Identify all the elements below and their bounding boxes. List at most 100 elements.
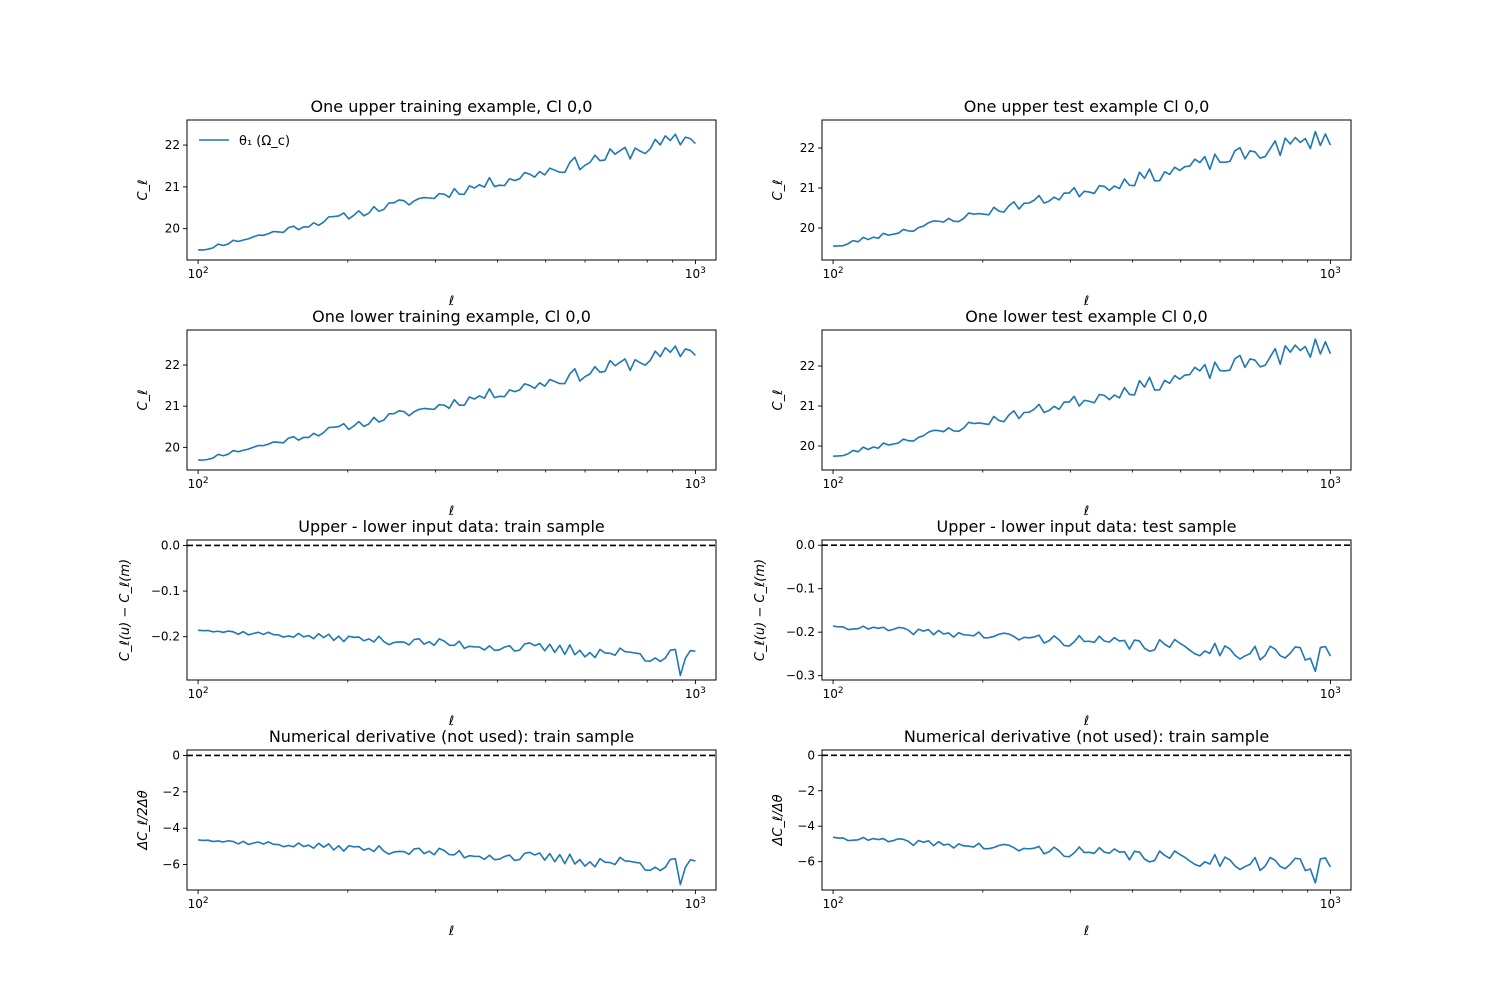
x-tick-label: 102 [188, 896, 209, 911]
series-line [832, 625, 1332, 673]
axes-frame [821, 119, 1352, 261]
x-axis-label: ℓ [448, 924, 454, 939]
x-tick-label: 102 [823, 896, 844, 911]
x-axis-label: ℓ [448, 504, 454, 519]
plot-area [187, 544, 716, 677]
subplot-title: Upper - lower input data: test sample [937, 517, 1237, 536]
plot-area [822, 754, 1351, 884]
subplots-grid: One upper training example, Cl 0,0 102 103… [118, 97, 1352, 939]
subplot-title: One lower test example Cl 0,0 [965, 307, 1207, 326]
axes-frame [821, 749, 1352, 891]
x-axis-label: ℓ [1083, 924, 1089, 939]
subplot-title: Upper - lower input data: train sample [298, 517, 604, 536]
y-tick-label: −6 [162, 858, 180, 872]
y-tick-label: 0 [807, 748, 815, 762]
y-tick-label: −6 [797, 855, 815, 869]
subplot-p7: Numerical derivative (not used): train s… [771, 727, 1352, 939]
series-line [833, 338, 1332, 457]
subplot-title: One lower training example, Cl 0,0 [312, 307, 591, 326]
subplot-title: One upper test example Cl 0,0 [964, 97, 1210, 116]
y-tick-label: −2 [797, 784, 815, 798]
axes-frame [821, 329, 1352, 471]
y-tick-label: 20 [800, 439, 815, 453]
y-tick-label: 21 [800, 399, 815, 413]
x-tick-label: 103 [685, 476, 706, 491]
x-tick-label: 102 [823, 686, 844, 701]
subplot-p5: Upper - lower input data: test sample 102… [753, 517, 1352, 729]
y-tick-label: −0.3 [786, 669, 815, 683]
axes-frame [186, 119, 717, 261]
x-tick-label: 102 [188, 476, 209, 491]
y-tick-label: −0.2 [151, 630, 180, 644]
y-tick-label: 22 [800, 359, 815, 373]
plot-area [833, 338, 1332, 457]
y-tick-label: 20 [165, 440, 180, 454]
series-line [833, 130, 1332, 247]
subplot-p1: One upper test example Cl 0,0 102 103 20 21 2… [771, 97, 1352, 309]
subplot-title: One upper training example, Cl 0,0 [311, 97, 593, 116]
plot-area [187, 754, 716, 886]
y-axis-label: ΔC_ℓ/Δθ [771, 794, 786, 846]
y-tick-label: 22 [165, 138, 180, 152]
subplot-p2: One lower training example, Cl 0,0 102 103… [136, 307, 717, 519]
y-tick-label: −0.1 [151, 584, 180, 598]
x-tick-label: 102 [823, 476, 844, 491]
subplot-p4: Upper - lower input data: train sample 10… [118, 517, 717, 729]
series-line [197, 629, 696, 677]
x-tick-label: 103 [1320, 266, 1341, 281]
y-tick-label: 21 [165, 180, 180, 194]
x-axis-label: ℓ [1083, 714, 1089, 729]
x-tick-label: 102 [188, 266, 209, 281]
series-line [197, 839, 696, 886]
series-line [198, 133, 696, 251]
x-tick-label: 103 [685, 686, 706, 701]
x-axis-label: ℓ [448, 294, 454, 309]
y-axis-label: C_ℓ [771, 180, 786, 201]
y-tick-label: −0.1 [786, 582, 815, 596]
x-tick-label: 103 [685, 266, 706, 281]
subplot-title: Numerical derivative (not used): train s… [904, 727, 1269, 746]
legend-label: θ₁ (Ω_c) [239, 134, 290, 149]
y-tick-label: 0.0 [796, 538, 815, 552]
axes-frame [821, 539, 1352, 681]
x-tick-label: 102 [188, 686, 209, 701]
y-tick-label: −4 [162, 821, 180, 835]
legend: θ₁ (Ω_c) [199, 134, 290, 149]
series-line [198, 345, 696, 461]
x-tick-label: 103 [1320, 686, 1341, 701]
plot-area [822, 544, 1351, 673]
x-tick-label: 103 [1320, 896, 1341, 911]
subplot-p6: Numerical derivative (not used): train s… [136, 727, 717, 939]
y-tick-label: 21 [800, 181, 815, 195]
y-tick-label: 0.0 [161, 538, 180, 552]
x-axis-label: ℓ [1083, 504, 1089, 519]
x-axis-label: ℓ [448, 714, 454, 729]
series-line [832, 836, 1332, 884]
y-tick-label: 20 [165, 222, 180, 236]
plot-area [198, 345, 696, 461]
y-axis-label: C_ℓ [771, 390, 786, 411]
subplot-p0: One upper training example, Cl 0,0 102 103… [136, 97, 717, 309]
x-tick-label: 103 [685, 896, 706, 911]
y-axis-label: C_ℓ(u) − C_ℓ(m) [753, 559, 768, 661]
y-tick-label: 22 [800, 141, 815, 155]
x-axis-label: ℓ [1083, 294, 1089, 309]
axes-frame [186, 749, 717, 891]
x-tick-label: 102 [823, 266, 844, 281]
subplot-title: Numerical derivative (not used): train s… [269, 727, 634, 746]
y-tick-label: 20 [800, 221, 815, 235]
y-tick-label: 0 [172, 748, 180, 762]
y-tick-label: 21 [165, 399, 180, 413]
x-tick-label: 103 [1320, 476, 1341, 491]
y-tick-label: −4 [797, 819, 815, 833]
y-axis-label: C_ℓ [136, 180, 151, 201]
axes-frame [186, 539, 717, 681]
y-tick-label: −0.2 [786, 625, 815, 639]
y-axis-label: C_ℓ [136, 390, 151, 411]
y-axis-label: C_ℓ(u) − C_ℓ(m) [118, 559, 133, 661]
axes-frame [186, 329, 717, 471]
plot-area [198, 133, 696, 251]
subplot-p3: One lower test example Cl 0,0 102 103 20 21 2… [771, 307, 1352, 519]
y-axis-label: ΔC_ℓ/2Δθ [136, 790, 151, 850]
